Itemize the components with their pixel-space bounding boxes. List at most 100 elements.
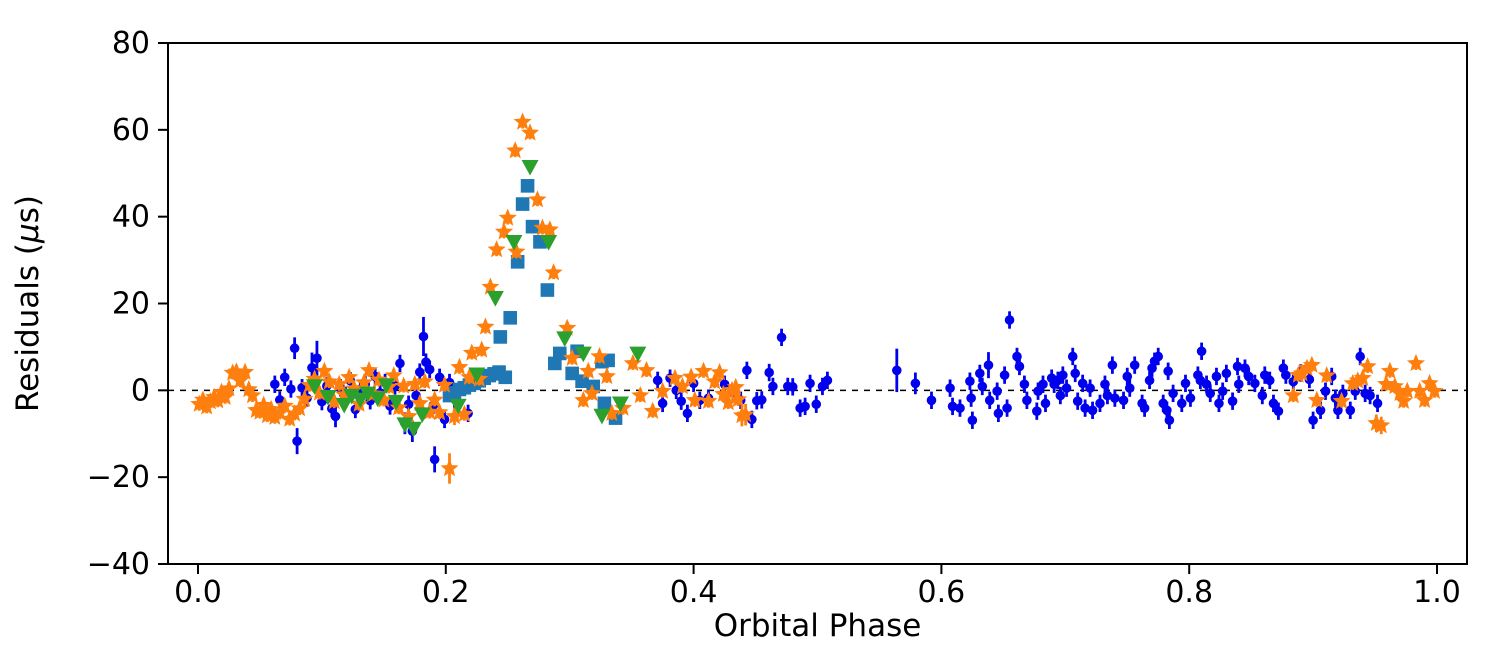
data-point-star <box>440 459 459 477</box>
y-axis-tick-label: 0 <box>131 373 150 408</box>
data-point-square <box>498 370 513 385</box>
data-point-circle <box>977 381 988 392</box>
data-point-circle <box>1250 378 1260 389</box>
data-point-circle <box>999 370 1010 380</box>
data-point-triangle-down <box>396 417 414 433</box>
data-point-circle <box>1268 398 1279 409</box>
data-point-circle <box>1038 379 1048 390</box>
data-point-star <box>305 369 324 387</box>
data-point-circle <box>403 399 414 410</box>
data-point-circle <box>1033 386 1043 397</box>
x-axis-tick-label: 0.8 <box>1165 575 1213 610</box>
data-point-circle <box>1118 395 1129 406</box>
data-point-circle <box>945 383 955 393</box>
data-point-star <box>254 395 273 413</box>
data-point-triangle-down <box>387 394 405 411</box>
data-point-star <box>1415 390 1434 408</box>
data-point-triangle-down <box>521 159 539 176</box>
data-point-star <box>579 361 598 379</box>
data-point-circle <box>1110 393 1120 403</box>
data-point-circle <box>947 401 958 412</box>
data-point-circle <box>1067 351 1078 362</box>
data-point-star <box>1353 368 1372 386</box>
data-point-star <box>1377 374 1396 392</box>
data-point-star <box>285 404 304 422</box>
data-point-circle <box>418 331 429 342</box>
data-point-circle <box>1315 405 1326 416</box>
data-point-circle <box>1308 415 1318 426</box>
data-point-circle <box>270 379 280 390</box>
data-point-star <box>1372 416 1391 434</box>
data-point-circle <box>742 365 752 376</box>
x-axis-tick-label: 0.0 <box>174 575 222 610</box>
data-point-circle <box>776 332 787 343</box>
data-point-circle <box>1273 406 1284 416</box>
data-point-circle <box>1061 383 1072 393</box>
data-point-star <box>420 402 439 420</box>
data-point-triangle-down <box>505 235 523 251</box>
data-point-square <box>503 311 518 325</box>
data-point-square <box>520 179 535 193</box>
data-point-circle <box>1129 360 1140 370</box>
data-point-circle <box>1164 415 1175 426</box>
data-point-star <box>623 353 642 372</box>
data-point-circle <box>1227 396 1238 406</box>
y-axis-tick-label: −40 <box>87 547 150 582</box>
data-point-circle <box>1004 315 1015 325</box>
data-point-star <box>450 357 469 375</box>
data-point-circle <box>1085 383 1095 393</box>
data-point-circle <box>787 382 798 392</box>
data-point-star <box>1307 390 1326 408</box>
data-point-star <box>1348 371 1367 389</box>
data-point-circle <box>719 379 730 390</box>
data-point-circle <box>811 399 822 410</box>
data-point-star <box>544 263 563 281</box>
x-axis-tick-label: 0.4 <box>670 575 718 610</box>
data-point-star <box>231 371 250 389</box>
data-point-triangle-down <box>405 421 423 438</box>
data-point-triangle-down <box>319 390 337 406</box>
data-point-star <box>359 360 378 378</box>
data-point-circle <box>1232 361 1243 372</box>
data-point-star <box>1406 353 1425 372</box>
data-point-star <box>563 348 582 366</box>
data-point-circle <box>984 395 995 406</box>
data-point-triangle-down <box>449 398 467 415</box>
data-point-star <box>330 374 349 392</box>
data-point-circle <box>1040 398 1051 409</box>
data-point-circle <box>764 367 774 378</box>
data-point-square <box>540 283 555 297</box>
data-point-triangle-down <box>351 392 369 409</box>
data-point-circle <box>966 393 976 403</box>
data-point-square <box>525 219 540 234</box>
data-point-circle <box>1070 368 1081 379</box>
x-axis-title: Orbital Phase <box>714 608 922 644</box>
data-point-star <box>1390 383 1409 402</box>
data-point-star <box>643 401 662 419</box>
x-axis-tick-label: 0.2 <box>422 575 470 610</box>
data-point-circle <box>891 365 902 376</box>
data-point-circle <box>1211 371 1222 382</box>
data-point-star <box>1317 366 1336 384</box>
x-axis-tick-label: 1.0 <box>1413 575 1461 610</box>
data-point-circle <box>1100 379 1110 390</box>
data-point-square <box>575 374 589 389</box>
data-point-star <box>736 405 755 423</box>
data-point-star <box>637 360 656 378</box>
data-point-star <box>498 208 517 226</box>
data-point-star <box>265 407 284 425</box>
data-point-circle <box>274 395 285 405</box>
data-point-star <box>682 367 701 385</box>
data-point-circle <box>1333 405 1343 416</box>
data-point-star <box>445 406 464 425</box>
data-point-star <box>208 391 227 409</box>
data-point-star <box>653 381 672 399</box>
data-point-star <box>355 373 373 391</box>
y-axis-tick-label: 60 <box>112 113 150 148</box>
data-point-circle <box>424 364 435 375</box>
data-point-circle <box>805 378 815 389</box>
data-point-circle <box>926 395 937 406</box>
data-point-star <box>1394 391 1413 409</box>
data-point-circle <box>279 372 290 383</box>
data-point-triangle-down <box>611 396 629 413</box>
